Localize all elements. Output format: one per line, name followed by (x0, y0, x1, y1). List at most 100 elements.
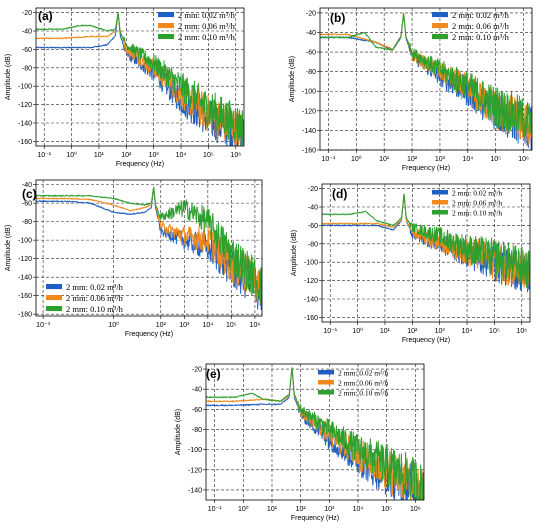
y-tick-label: -100 (302, 89, 316, 96)
plot-frame (35, 179, 263, 317)
legend-entry-0: 2 mm: 0.02 m³/h (452, 10, 510, 20)
chart-panel-2: 10⁻³ 10⁰ 10² 10³ 10⁴ 10⁵ 10⁶ -180 -160 -140 -120 -1… (5, 179, 263, 338)
legend-swatch (432, 34, 448, 40)
x-tick-label: 10⁶ (230, 152, 241, 159)
x-tick-label: 10⁴ (462, 328, 473, 335)
legend-entry-1: 2 mm: 0.06 m³/h (66, 293, 124, 303)
legend-swatch (432, 200, 448, 205)
legend-entry-0: 2 mm: 0.02 m³/h (452, 188, 502, 197)
chart-panel-4: 10⁻¹ 10⁰ 10¹ 10² 10³ 10⁴ 10⁵ 10⁶ -140 -120 -100 -80… (175, 363, 425, 522)
x-tick-label: 10⁻¹ (321, 156, 335, 163)
x-tick-label: 10⁶ (410, 506, 421, 513)
y-tick-label: -40 (192, 387, 202, 394)
y-tick-label: -60 (192, 407, 202, 414)
y-tick-label: -140 (188, 487, 202, 494)
y-tick-label: -20 (306, 10, 316, 17)
y-axis-label: Amplitude (dB) (175, 409, 182, 455)
series-group (36, 12, 244, 146)
plot-frame (321, 183, 531, 323)
y-tick-label: -120 (304, 278, 318, 285)
panel-label: (e) (206, 367, 221, 381)
x-axis-label: Frequency (Hz) (402, 337, 450, 344)
legend-swatch (432, 23, 448, 29)
y-tick-label: -100 (188, 447, 202, 454)
legend-entry-2: 2 mm: 0.10 m³/h (178, 32, 236, 42)
legend-entry-1: 2 mm: 0.06 m³/h (338, 378, 388, 387)
y-axis-label: Amplitude (dB) (5, 225, 12, 271)
legend-entry-2: 2 mm: 0.10 m³/h (338, 388, 388, 397)
x-tick-label: 10⁴ (462, 156, 473, 163)
x-tick-label: 10⁶ (516, 328, 527, 335)
y-tick-label: -160 (302, 148, 316, 155)
legend-swatch (158, 34, 174, 40)
y-tick-label: -120 (18, 256, 32, 263)
y-tick-label: -80 (22, 219, 32, 226)
y-tick-label: -60 (22, 47, 32, 54)
x-tick-label: 10⁰ (351, 155, 362, 163)
panel-label: (d) (332, 187, 347, 201)
plot-frame (319, 7, 533, 151)
series-line-2 (320, 13, 532, 138)
x-tick-label: 10⁴ (353, 506, 364, 513)
legend: 2 mm: 0.02 m³/h2 mm: 0.06 m³/h2 mm: 0.10… (432, 188, 502, 217)
x-tick-label: 10¹ (379, 156, 390, 163)
legend-swatch (46, 295, 62, 301)
x-axis-label: Frequency (Hz) (116, 161, 164, 168)
series-line-2 (36, 12, 244, 146)
y-axis-label: Amplitude (dB) (289, 56, 296, 102)
legend-entry-1: 2 mm: 0.06 m³/h (178, 21, 236, 31)
x-tick-label: 10² (407, 156, 418, 163)
x-tick-label: 10⁰ (66, 151, 77, 159)
plot-frame (35, 7, 245, 147)
x-tick-label: 10⁵ (489, 328, 500, 335)
x-tick-label: 10³ (435, 328, 446, 335)
x-tick-label: 10⁰ (352, 327, 363, 335)
y-tick-label: -80 (306, 69, 316, 76)
x-tick-label: 10⁵ (226, 322, 237, 329)
panel-label: (a) (38, 9, 53, 23)
legend-entry-1: 2 mm: 0.06 m³/h (452, 21, 510, 31)
x-tick-label: 10⁴ (202, 322, 213, 329)
x-axis-label: Frequency (Hz) (402, 165, 450, 172)
legend-entry-2: 2 mm: 0.10 m³/h (66, 304, 124, 314)
y-tick-label: -140 (304, 297, 318, 304)
legend-swatch (318, 370, 334, 375)
y-tick-label: -120 (18, 102, 32, 109)
plot-frame (205, 363, 425, 501)
legend-swatch (432, 190, 448, 195)
x-tick-label: 10¹ (94, 152, 105, 159)
legend: 2 mm: 0.02 m³/h2 mm: 0.06 m³/h2 mm: 0.10… (318, 368, 388, 397)
y-tick-label: -60 (308, 223, 318, 230)
x-tick-label: 10⁴ (176, 152, 187, 159)
series-line-1 (206, 367, 424, 500)
legend-entry-0: 2 mm: 0.02 m³/h (338, 368, 388, 377)
x-tick-label: 10⁻¹ (37, 152, 51, 159)
y-tick-label: -40 (22, 29, 32, 36)
series-group (322, 193, 530, 293)
x-tick-label: 10¹ (267, 506, 278, 513)
y-tick-label: -20 (192, 367, 202, 374)
y-tick-label: -40 (22, 182, 32, 189)
series-line-2 (36, 186, 262, 303)
legend: 2 mm: 0.02 m³/h2 mm: 0.06 m³/h2 mm: 0.10… (158, 10, 236, 42)
x-tick-label: 10³ (149, 152, 160, 159)
x-tick-label: 10² (156, 322, 167, 329)
y-tick-label: -140 (302, 128, 316, 135)
legend-swatch (158, 23, 174, 29)
legend-swatch (46, 306, 62, 312)
x-tick-label: 10³ (435, 156, 446, 163)
y-tick-label: -80 (192, 427, 202, 434)
series-group (320, 12, 532, 150)
x-tick-label: 10¹ (380, 328, 391, 335)
x-tick-label: 10³ (179, 322, 190, 329)
x-tick-label: 10² (407, 328, 418, 335)
x-tick-label: 10² (121, 152, 132, 159)
legend-entry-1: 2 mm: 0.06 m³/h (452, 198, 502, 207)
series-line-1 (36, 186, 262, 304)
y-tick-label: -160 (18, 293, 32, 300)
x-tick-label: 10³ (324, 506, 335, 513)
panel-label: (b) (330, 11, 345, 25)
y-tick-label: -40 (308, 205, 318, 212)
x-axis-label: Frequency (Hz) (291, 515, 339, 522)
panel-label: (c) (22, 187, 37, 201)
